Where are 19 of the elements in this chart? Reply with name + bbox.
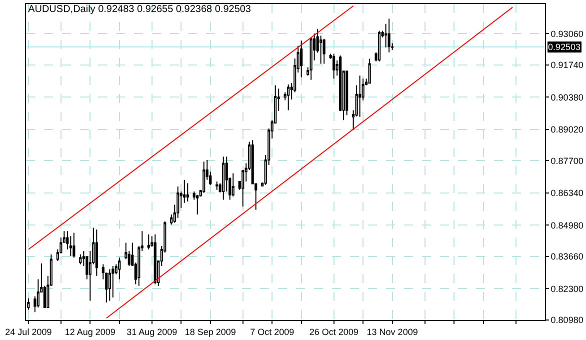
y-tick-label: 0.89020	[550, 124, 584, 135]
y-tick-label: 0.93060	[550, 28, 584, 39]
y-tick-label: 0.87700	[550, 156, 584, 166]
x-tick-label: 24 Jul 2009	[5, 326, 52, 337]
y-tick-label: 0.91740	[550, 60, 584, 70]
x-tick-label: 12 Aug 2009	[64, 326, 116, 337]
x-tick-label: 13 Nov 2009	[366, 326, 418, 337]
ref-line-label: 0.92503	[548, 42, 581, 52]
x-tick-label: 26 Oct 2009	[309, 326, 358, 337]
y-tick-label: 0.82300	[550, 284, 584, 294]
y-tick-label: 0.86340	[550, 188, 584, 198]
y-tick-label: 0.90380	[550, 92, 584, 102]
x-tick-label: 7 Oct 2009	[250, 326, 294, 337]
x-tick-label: 31 Aug 2009	[126, 326, 178, 337]
y-tick-label: 0.83660	[550, 252, 584, 262]
chart-title: AUDUSD,Daily 0.92483 0.92655 0.92368 0.92503	[28, 4, 252, 15]
y-tick-label: 0.84980	[550, 220, 584, 230]
y-tick-label: 0.80980	[550, 315, 584, 326]
x-tick-label: 18 Sep 2009	[184, 326, 236, 337]
